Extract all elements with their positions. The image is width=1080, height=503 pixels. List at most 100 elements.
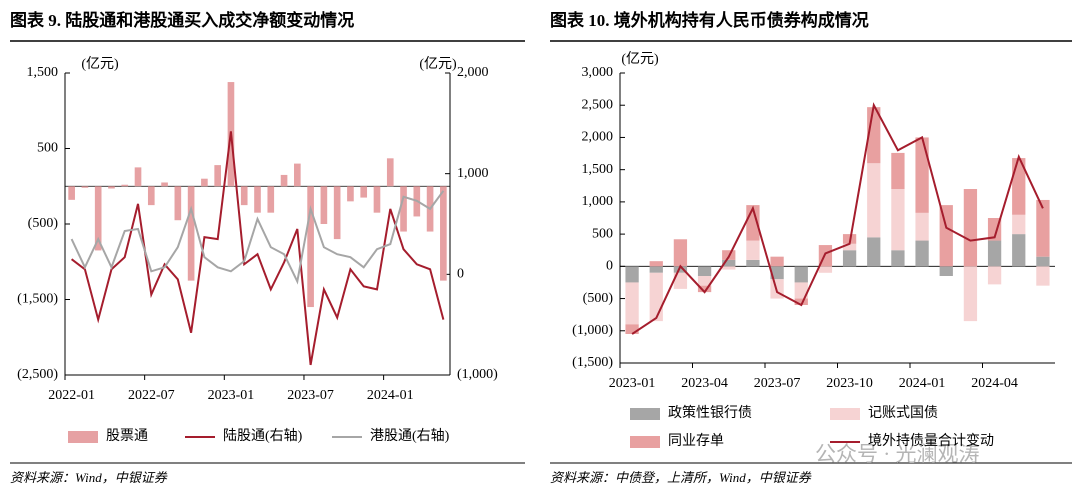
bar — [673, 272, 688, 289]
bar — [400, 186, 407, 232]
bar — [320, 186, 328, 224]
bar — [794, 282, 808, 299]
bar — [347, 186, 354, 202]
y-axis-unit: (亿元) — [81, 56, 119, 72]
bar — [108, 186, 115, 189]
bar — [81, 186, 89, 188]
x-tick-label: 2023-01 — [609, 376, 656, 391]
bar — [360, 186, 368, 198]
bar — [915, 137, 929, 213]
bar — [1012, 214, 1026, 235]
y-tick-label: (1,500) — [17, 292, 58, 307]
bar — [867, 163, 881, 238]
y-tick-label: (500) — [28, 216, 59, 231]
bar — [818, 266, 833, 273]
bar — [794, 266, 808, 283]
bar — [1036, 199, 1050, 257]
bar — [963, 189, 978, 267]
bar — [891, 250, 905, 267]
legend-swatch — [630, 408, 660, 420]
bar — [267, 186, 275, 213]
y-tick-label: 1,500 — [27, 65, 59, 80]
y-tick-label: 1,000 — [582, 194, 614, 209]
bar — [1012, 158, 1026, 215]
y2-tick-label: (1,000) — [457, 367, 498, 382]
bar — [649, 272, 663, 322]
bar — [68, 186, 75, 200]
y-tick-label: 2,000 — [582, 130, 614, 145]
y-tick-label: 1,500 — [582, 162, 614, 177]
bar — [746, 240, 760, 260]
bar — [867, 237, 881, 267]
bar — [440, 186, 447, 281]
legend-label: 记账式国债 — [868, 405, 938, 421]
bar — [891, 189, 905, 251]
bar — [333, 186, 341, 240]
bar — [201, 178, 208, 187]
x-tick-label: 2023-07 — [754, 376, 801, 391]
bar — [94, 186, 102, 251]
x-tick-label: 2022-01 — [48, 388, 95, 403]
bar — [307, 186, 314, 308]
bar — [625, 266, 639, 283]
legend-swatch — [630, 436, 660, 448]
bar — [673, 266, 688, 273]
chart-title: 图表 10. 境外机构持有人民币债券构成情况 — [550, 10, 869, 30]
legend-label: 股票通 — [106, 428, 148, 444]
bar — [770, 256, 784, 267]
y-tick-label: 500 — [37, 141, 58, 156]
bar — [625, 282, 639, 325]
y2-axis-unit: (亿元) — [419, 56, 457, 72]
x-tick-label: 2024-01 — [899, 376, 946, 391]
bar — [121, 184, 129, 187]
source-note: 资料来源：Wind，中银证券 — [10, 470, 168, 485]
bar — [294, 163, 301, 187]
bar — [722, 259, 736, 267]
bar — [939, 266, 953, 276]
bar — [842, 243, 857, 251]
bar — [987, 240, 1002, 267]
bar — [1012, 234, 1026, 267]
y-tick-label: 0 — [606, 259, 613, 274]
bar — [697, 285, 712, 293]
bar — [649, 266, 663, 273]
bar — [673, 239, 688, 267]
bar — [649, 261, 663, 267]
bar — [746, 259, 760, 267]
x-tick-label: 2023-10 — [826, 376, 873, 391]
bar — [697, 266, 712, 276]
chart-title: 图表 9. 陆股通和港股通买入成交净额变动情况 — [10, 10, 354, 30]
x-tick-label: 2023-07 — [287, 388, 334, 403]
legend-label: 陆股通(右轴) — [223, 428, 303, 444]
y2-tick-label: 1,000 — [457, 166, 489, 181]
bar — [373, 186, 381, 213]
y-tick-label: 3,000 — [582, 65, 614, 80]
legend-label: 政策性银行债 — [668, 404, 752, 421]
bar — [280, 174, 288, 187]
bar — [174, 186, 182, 221]
watermark: 公众号 · 光澜观涛 — [815, 442, 980, 466]
x-tick-label: 2022-07 — [128, 388, 175, 403]
bar — [794, 298, 808, 305]
bar — [134, 167, 142, 187]
x-tick-label: 2024-01 — [367, 388, 414, 403]
x-tick-label: 2024-04 — [971, 376, 1018, 391]
bar — [386, 158, 394, 187]
bar — [254, 186, 261, 213]
x-tick-label: 2023-04 — [681, 376, 728, 391]
bar — [147, 186, 155, 206]
source-note: 资料来源：中债登，上清所，Wind，中银证券 — [550, 470, 812, 485]
legend-label: 境外持债量合计变动 — [868, 433, 994, 449]
bar — [987, 266, 1002, 285]
bar — [939, 205, 953, 267]
legend-swatch — [68, 431, 98, 443]
y-axis-unit: (亿元) — [621, 51, 659, 67]
y2-tick-label: 0 — [457, 267, 464, 282]
y-tick-label: (1,000) — [572, 323, 613, 338]
y-tick-label: 500 — [592, 226, 613, 241]
bar — [1036, 256, 1050, 267]
y-tick-label: (500) — [583, 291, 614, 306]
y2-tick-label: 2,000 — [457, 65, 489, 80]
